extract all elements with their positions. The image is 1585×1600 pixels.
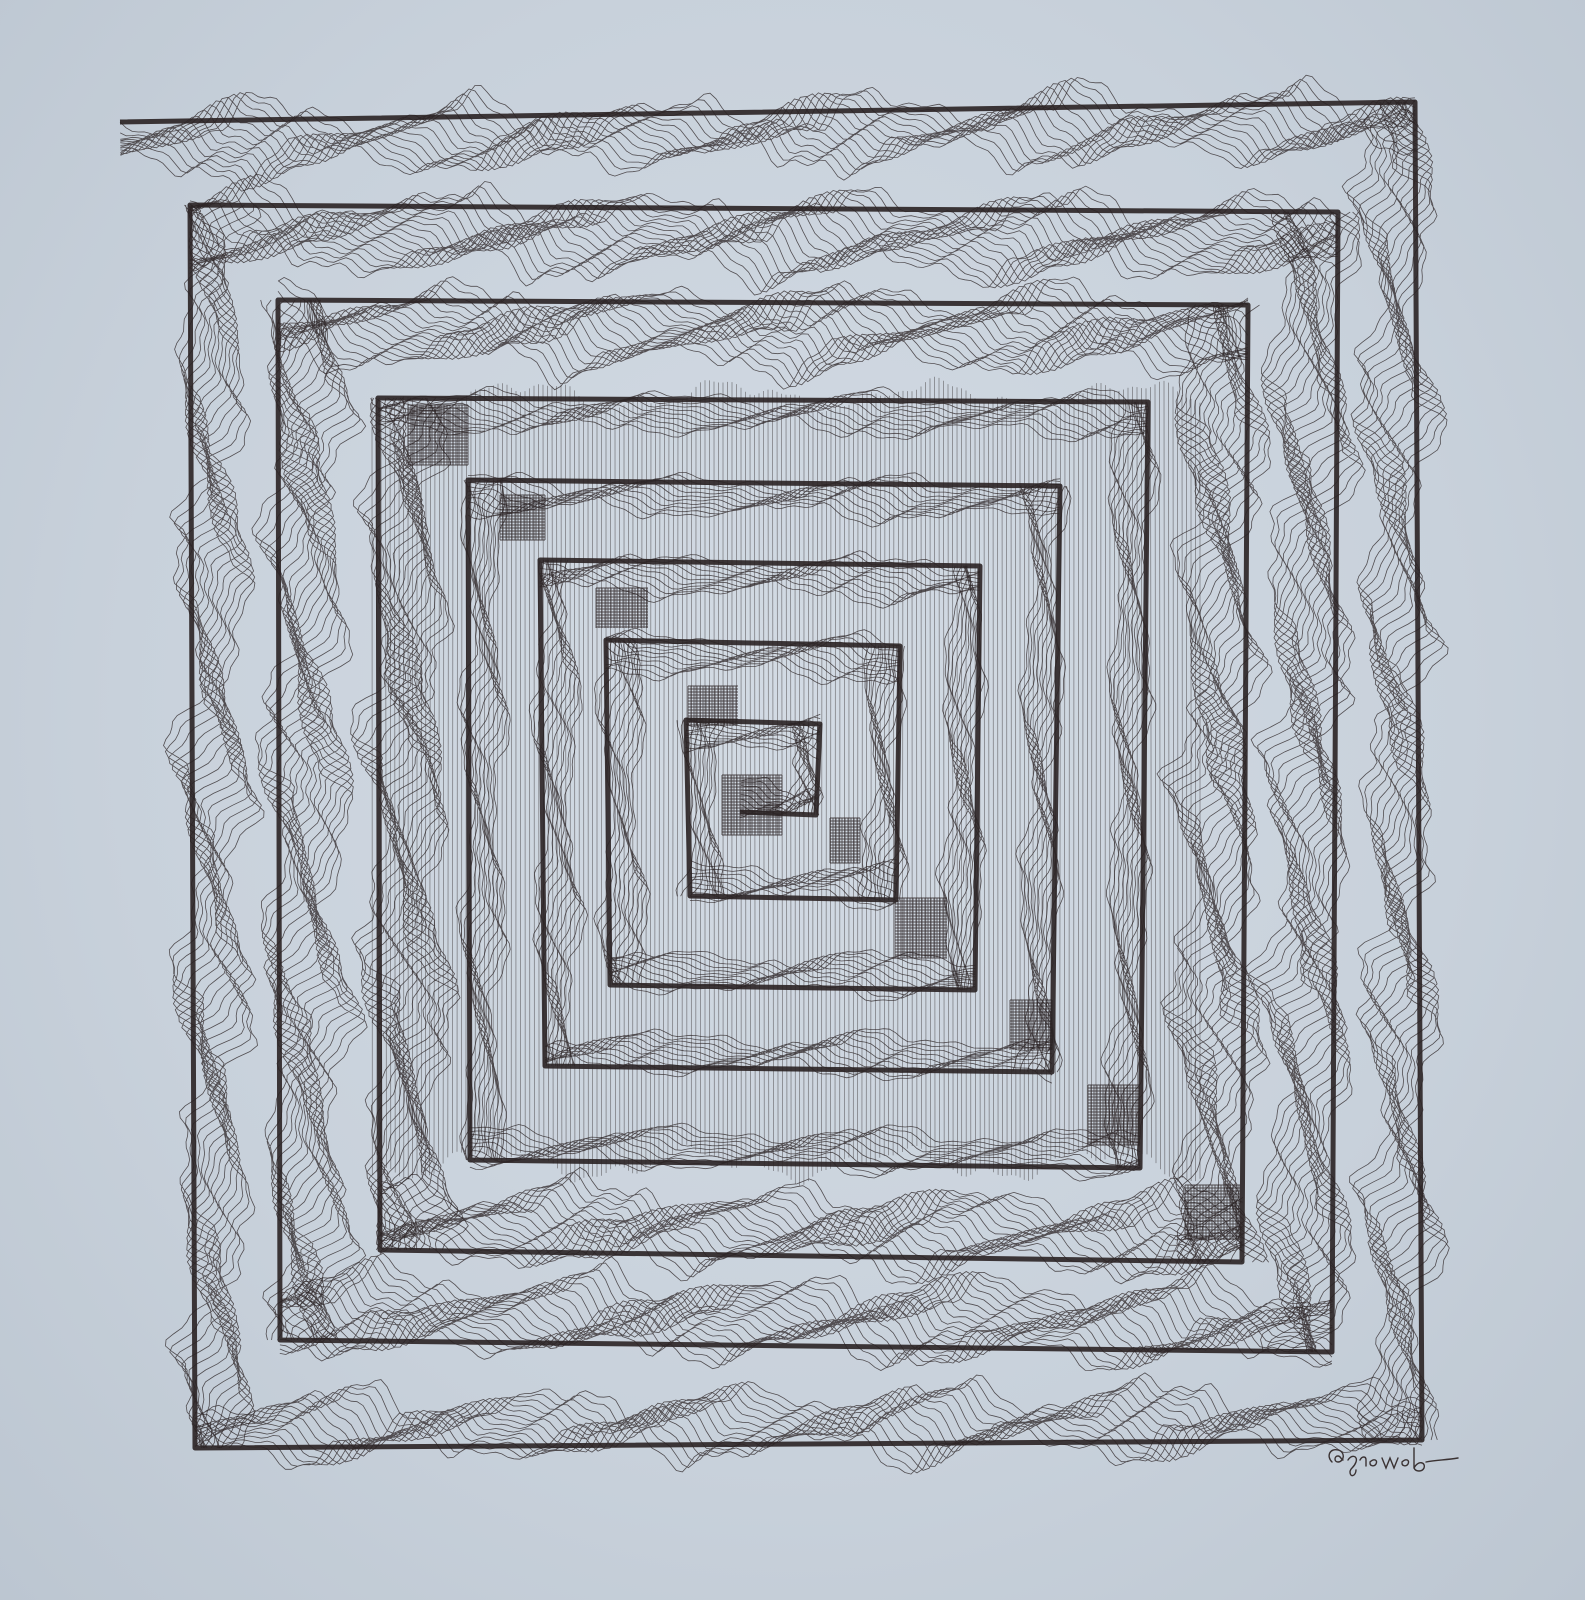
ridge-bundle bbox=[773, 722, 824, 816]
ridge-bundle bbox=[1341, 101, 1450, 1441]
ridge-lines-layer bbox=[119, 74, 1450, 1475]
ridge-bundle bbox=[469, 1122, 1141, 1182]
hatched-block bbox=[1087, 1084, 1140, 1146]
ridge-bundle bbox=[251, 299, 368, 1341]
ridge-bundle bbox=[379, 1166, 1244, 1285]
artist-signature: @greweb bbox=[1318, 1438, 1459, 1477]
ridge-bundle bbox=[857, 645, 910, 901]
ridge-bundle bbox=[163, 204, 265, 1449]
ridge-bundle bbox=[528, 559, 588, 1067]
ridge-bundle bbox=[189, 173, 1339, 296]
hatched-block bbox=[1009, 999, 1053, 1050]
spiral-outline-layer bbox=[119, 99, 1425, 1451]
ridge-bundle bbox=[377, 385, 1149, 443]
ridge-bundle bbox=[194, 1372, 1423, 1475]
ridge-bundle bbox=[277, 276, 1249, 391]
hatched-block bbox=[499, 494, 546, 541]
spiral-main-line bbox=[119, 99, 1425, 1451]
ridge-bundle bbox=[119, 74, 1416, 192]
ridge-bundle bbox=[350, 397, 469, 1251]
ridge-bundle bbox=[544, 1028, 1053, 1084]
ridge-bundle bbox=[610, 949, 976, 1002]
ridge-bundle bbox=[1012, 485, 1072, 1073]
hatched-block bbox=[595, 587, 648, 628]
ridge-bundle bbox=[1156, 304, 1273, 1263]
ridge-bundle bbox=[684, 713, 821, 760]
ridge-bundle bbox=[1100, 401, 1162, 1169]
signature-text: @greweb bbox=[1318, 1438, 1323, 1439]
ridge-bundle bbox=[467, 471, 1061, 528]
ridge-bundle bbox=[593, 639, 651, 986]
ridge-bundle bbox=[605, 627, 901, 685]
hatched-block bbox=[721, 774, 783, 836]
hatched-block bbox=[894, 897, 947, 959]
hatched-block bbox=[407, 404, 469, 466]
ridge-bundle bbox=[1245, 211, 1366, 1353]
ridge-bundle bbox=[279, 1252, 1333, 1371]
ridge-bundle bbox=[935, 565, 989, 991]
hatched-block bbox=[829, 817, 861, 864]
ridge-bundle bbox=[675, 719, 726, 897]
hatch-fill-layer bbox=[371, 376, 1240, 1240]
ridge-bundle bbox=[455, 479, 511, 1161]
ridge-bundle bbox=[689, 859, 897, 911]
ridge-bundle bbox=[539, 550, 981, 609]
